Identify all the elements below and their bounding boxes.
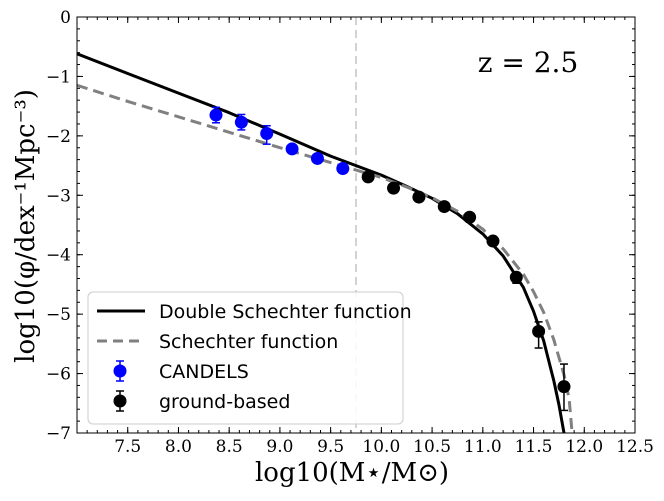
y-tick-label: −7 <box>46 424 71 444</box>
plot-frame <box>76 16 636 434</box>
y-tick-label: −4 <box>46 246 71 266</box>
ground-based-point <box>361 170 375 184</box>
y-tick-label: −2 <box>46 127 71 147</box>
x-tick-label: 12.0 <box>565 437 603 457</box>
legend-label-candels: CANDELS <box>159 361 249 383</box>
y-tick-label: −5 <box>46 305 71 325</box>
x-tick-label: 9.5 <box>317 437 344 457</box>
annotation-redshift: z = 2.5 <box>478 46 579 79</box>
candels-point <box>285 142 299 156</box>
y-axis-label: log10(φ/dex⁻¹Mpc⁻³) <box>11 89 41 363</box>
legend-box <box>87 291 404 425</box>
x-tick-label: 10.5 <box>413 437 451 457</box>
x-tick-label: 11.5 <box>515 437 553 457</box>
candels-point <box>310 151 324 165</box>
ground-based-point <box>532 324 546 338</box>
legend-label-ground-based: ground-based <box>159 391 290 413</box>
ground-based-point <box>509 270 523 284</box>
legend-label-double-schechter: Double Schechter function <box>159 301 412 323</box>
candels-point <box>260 126 274 140</box>
ground-based-point <box>387 181 401 195</box>
legend: Double Schechter function Schechter func… <box>87 291 412 425</box>
ground-based-point <box>557 380 571 394</box>
y-tick-label: −3 <box>46 186 71 206</box>
y-tick-label: −6 <box>46 365 71 385</box>
y-tick-label: 0 <box>60 8 71 28</box>
x-axis-label: log10(M⋆/M⊙) <box>255 458 449 488</box>
candels-point <box>234 115 248 129</box>
ground-based-point <box>486 234 500 248</box>
candels-point <box>209 108 223 122</box>
x-tick-label: 7.5 <box>114 437 141 457</box>
ground-based-point <box>463 210 477 224</box>
x-tick-label: 8.5 <box>216 437 243 457</box>
x-tick-label: 8.0 <box>165 437 192 457</box>
legend-swatch-candels <box>113 360 127 382</box>
x-tick-label: 9.0 <box>266 437 293 457</box>
x-tick-label: 10.0 <box>362 437 400 457</box>
ground-based-point <box>437 200 451 214</box>
legend-swatch-ground-based <box>113 390 127 412</box>
y-tick-label: −1 <box>46 67 71 87</box>
schechter-curve <box>77 83 574 433</box>
legend-label-schechter: Schechter function <box>159 331 338 353</box>
x-tick-label: 12.5 <box>616 437 654 457</box>
x-tick-label: 11.0 <box>464 437 502 457</box>
candels-point <box>336 162 350 176</box>
ground-based-point <box>412 190 426 204</box>
